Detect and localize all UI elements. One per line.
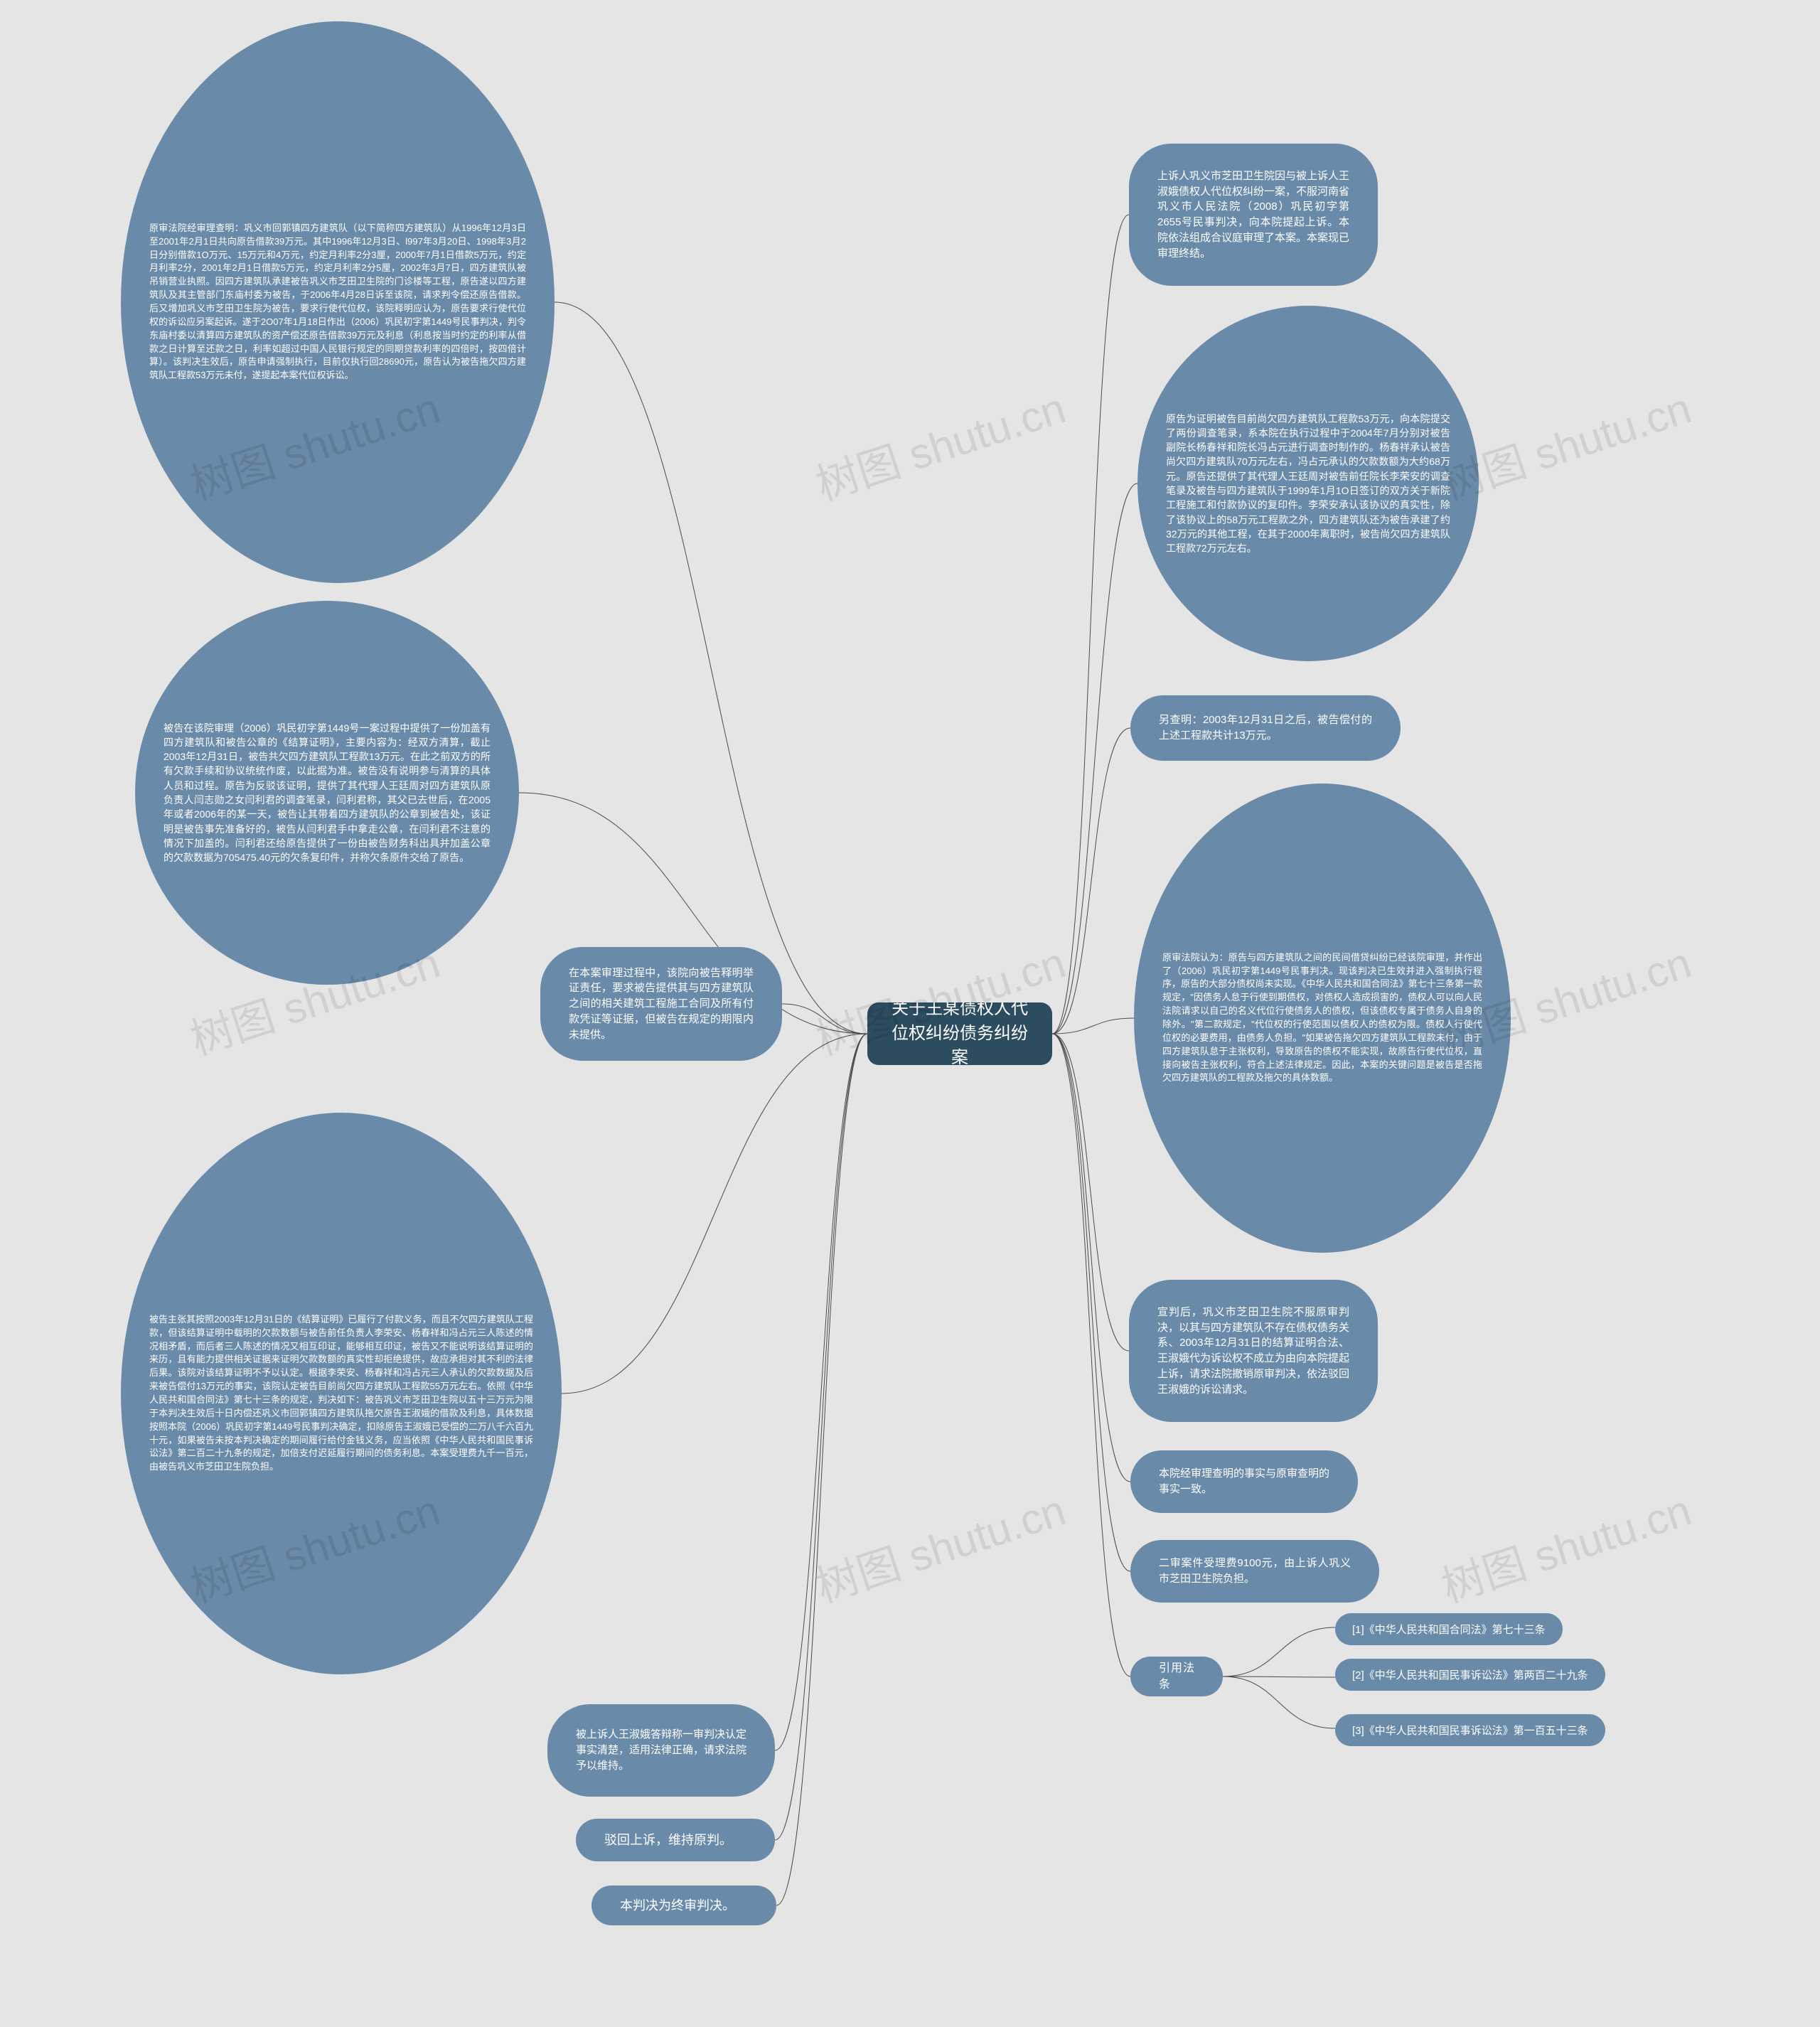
mindmap-node: 二审案件受理费9100元，由上诉人巩义市芝田卫生院负担。: [1130, 1540, 1379, 1603]
node-text: 本判决为终审判决。: [620, 1896, 748, 1915]
node-text: 原审法院认为：原告与四方建筑队之间的民间借贷纠纷已经该院审理，并作出了（2006…: [1162, 951, 1482, 1085]
node-text: 二审案件受理费9100元，由上诉人巩义市芝田卫生院负担。: [1159, 1556, 1351, 1587]
reference-item: [2]《中华人民共和国民事诉讼法》第两百二十九条: [1335, 1659, 1605, 1691]
mindmap-node: 本院经审理查明的事实与原审查明的事实一致。: [1130, 1450, 1358, 1513]
node-text: 被上诉人王淑娥答辩称一审判决认定事实清楚，适用法律正确，请求法院予以维持。: [576, 1727, 746, 1773]
node-text: 在本案审理过程中，该院向被告释明举证责任，要求被告提供其与四方建筑队之间的相关建…: [569, 966, 754, 1043]
node-text: 本院经审理查明的事实与原审查明的事实一致。: [1159, 1466, 1329, 1497]
mindmap-node: 被上诉人王淑娥答辩称一审判决认定事实清楚，适用法律正确，请求法院予以维持。: [547, 1704, 775, 1797]
mindmap-node: 原审法院认为：原告与四方建筑队之间的民间借贷纠纷已经该院审理，并作出了（2006…: [1134, 783, 1511, 1253]
mindmap-node: 引用法条: [1130, 1657, 1223, 1696]
mindmap-node: 原审法院经审理查明：巩义市回郭镇四方建筑队（以下简称四方建筑队）从1996年12…: [121, 21, 555, 583]
mindmap-node: 宣判后，巩义市芝田卫生院不服原审判决，以其与四方建筑队不存在债权债务关系、200…: [1129, 1280, 1378, 1422]
node-text: 原告为证明被告目前尚欠四方建筑队工程款53万元，向本院提交了两份调查笔录，系本院…: [1166, 412, 1450, 556]
center-label: 关于王某债权人代位权纠纷债务纠纷案: [889, 1002, 1031, 1065]
node-text: 被告主张其按照2003年12月31日的《结算证明》已履行了付款义务，而且不欠四方…: [149, 1313, 533, 1474]
mindmap-node: 被告在该院审理（2006）巩民初字第1449号一案过程中提供了一份加盖有四方建筑…: [135, 601, 519, 985]
mindmap-node: 另查明：2003年12月31日之后，被告偿付的上述工程款共计13万元。: [1130, 695, 1401, 761]
mindmap-node: 原告为证明被告目前尚欠四方建筑队工程款53万元，向本院提交了两份调查笔录，系本院…: [1138, 306, 1479, 661]
node-text: 宣判后，巩义市芝田卫生院不服原审判决，以其与四方建筑队不存在债权债务关系、200…: [1157, 1305, 1349, 1398]
reference-item: [3]《中华人民共和国民事诉讼法》第一百五十三条: [1335, 1714, 1605, 1746]
node-text: 原审法院经审理查明：巩义市回郭镇四方建筑队（以下简称四方建筑队）从1996年12…: [149, 222, 526, 383]
node-text: 驳回上诉，维持原判。: [604, 1831, 746, 1849]
node-text: 被告在该院审理（2006）巩民初字第1449号一案过程中提供了一份加盖有四方建筑…: [164, 721, 491, 865]
mindmap-node: 在本案审理过程中，该院向被告释明举证责任，要求被告提供其与四方建筑队之间的相关建…: [540, 947, 782, 1061]
mindmap-node: 驳回上诉，维持原判。: [576, 1819, 775, 1861]
reference-item: [1]《中华人民共和国合同法》第七十三条: [1335, 1613, 1563, 1645]
node-text: 上诉人巩义市芝田卫生院因与被上诉人王淑娥债权人代位权纠纷一案，不服河南省巩义市人…: [1157, 169, 1349, 262]
mindmap-node: 被告主张其按照2003年12月31日的《结算证明》已履行了付款义务，而且不欠四方…: [121, 1113, 562, 1674]
center-node: 关于王某债权人代位权纠纷债务纠纷案: [867, 1002, 1052, 1065]
node-layer: 关于王某债权人代位权纠纷债务纠纷案 原审法院经审理查明：巩义市回郭镇四方建筑队（…: [0, 0, 1820, 2027]
mindmap-node: 本判决为终审判决。: [592, 1886, 776, 1925]
node-text: 另查明：2003年12月31日之后，被告偿付的上述工程款共计13万元。: [1159, 712, 1372, 744]
mindmap-node: 上诉人巩义市芝田卫生院因与被上诉人王淑娥债权人代位权纠纷一案，不服河南省巩义市人…: [1129, 144, 1378, 286]
node-text: 引用法条: [1159, 1660, 1194, 1693]
